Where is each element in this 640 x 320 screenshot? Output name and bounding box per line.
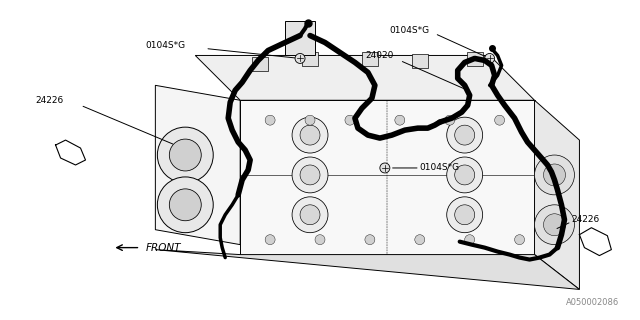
Circle shape bbox=[170, 139, 201, 171]
Circle shape bbox=[484, 53, 495, 63]
Circle shape bbox=[534, 155, 575, 195]
Circle shape bbox=[454, 205, 475, 225]
Circle shape bbox=[315, 235, 325, 244]
Text: 24226: 24226 bbox=[572, 215, 600, 224]
Bar bbox=[252, 58, 268, 71]
Polygon shape bbox=[195, 55, 534, 100]
Text: FRONT: FRONT bbox=[145, 243, 181, 252]
Bar bbox=[285, 20, 315, 55]
Circle shape bbox=[515, 235, 525, 244]
Bar bbox=[302, 52, 318, 67]
Circle shape bbox=[380, 163, 390, 173]
Text: 0104S*G: 0104S*G bbox=[420, 164, 460, 172]
Circle shape bbox=[157, 127, 213, 183]
Circle shape bbox=[365, 235, 375, 244]
Circle shape bbox=[395, 115, 405, 125]
Circle shape bbox=[465, 235, 475, 244]
Circle shape bbox=[292, 157, 328, 193]
Circle shape bbox=[454, 165, 475, 185]
Text: 24020: 24020 bbox=[365, 51, 393, 60]
Circle shape bbox=[305, 115, 315, 125]
Polygon shape bbox=[156, 85, 240, 244]
Circle shape bbox=[292, 197, 328, 233]
Circle shape bbox=[543, 164, 566, 186]
Circle shape bbox=[447, 117, 483, 153]
Circle shape bbox=[295, 53, 305, 63]
Polygon shape bbox=[156, 250, 579, 289]
Text: A050002086: A050002086 bbox=[566, 298, 620, 307]
Polygon shape bbox=[534, 100, 579, 289]
Circle shape bbox=[454, 125, 475, 145]
Circle shape bbox=[157, 177, 213, 233]
Circle shape bbox=[300, 165, 320, 185]
Text: 0104S*G: 0104S*G bbox=[145, 41, 186, 50]
Circle shape bbox=[415, 235, 425, 244]
Circle shape bbox=[292, 117, 328, 153]
Text: 24226: 24226 bbox=[36, 96, 64, 105]
Circle shape bbox=[447, 157, 483, 193]
Circle shape bbox=[495, 115, 504, 125]
Circle shape bbox=[543, 214, 566, 236]
Circle shape bbox=[534, 205, 575, 244]
Bar bbox=[362, 52, 378, 67]
Circle shape bbox=[447, 197, 483, 233]
Circle shape bbox=[265, 235, 275, 244]
Text: 0104S*G: 0104S*G bbox=[390, 26, 430, 35]
Circle shape bbox=[265, 115, 275, 125]
Polygon shape bbox=[240, 100, 534, 255]
Bar bbox=[412, 54, 428, 68]
Circle shape bbox=[345, 115, 355, 125]
Circle shape bbox=[300, 125, 320, 145]
Circle shape bbox=[445, 115, 454, 125]
Circle shape bbox=[300, 205, 320, 225]
Circle shape bbox=[170, 189, 201, 221]
Bar bbox=[467, 52, 483, 67]
